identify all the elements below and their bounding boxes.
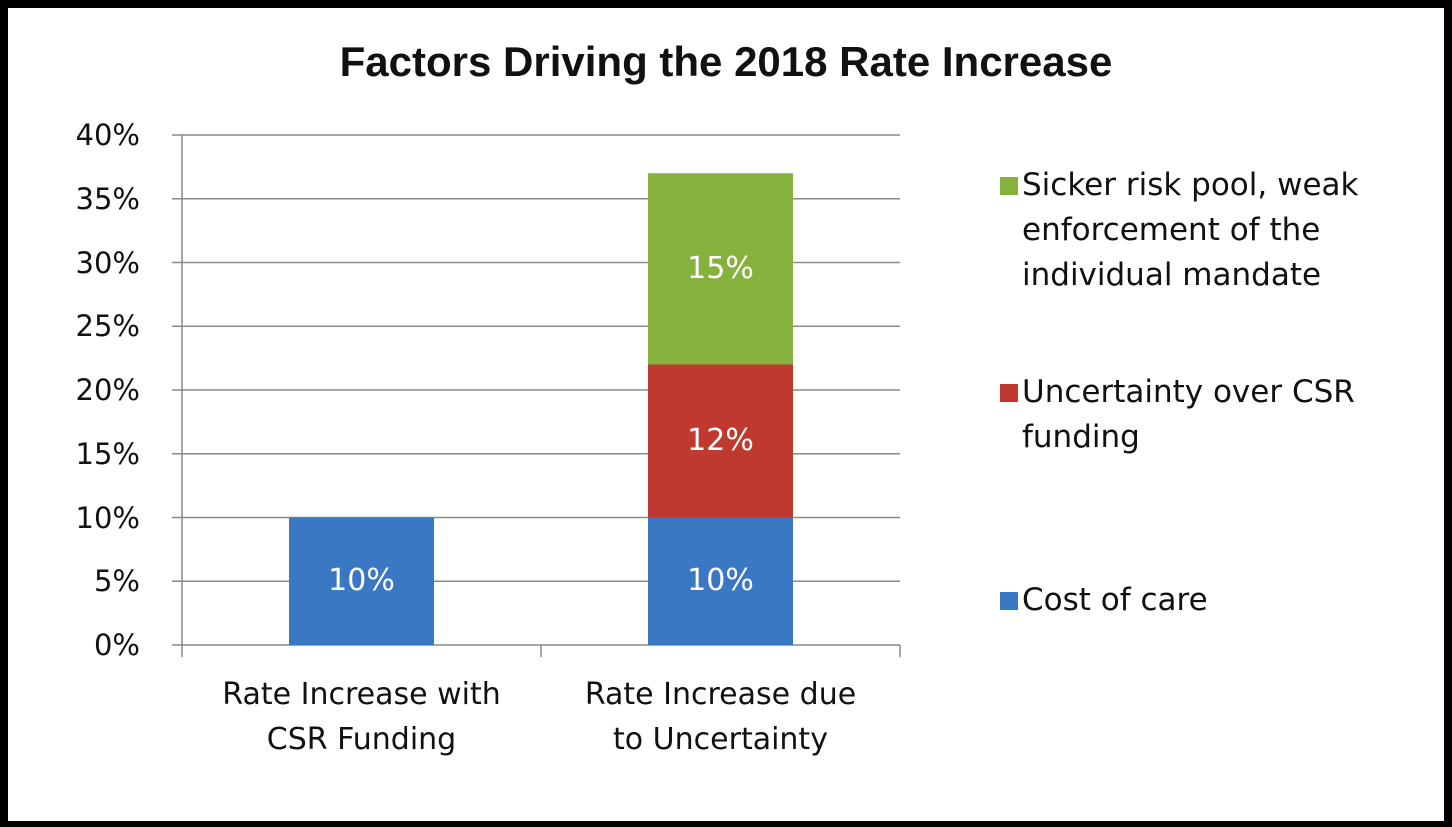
y-tick-label: 5% bbox=[93, 564, 140, 599]
data-label: 10% bbox=[687, 563, 754, 599]
legend-label: Cost of care bbox=[1022, 582, 1208, 618]
y-tick-label: 20% bbox=[75, 373, 140, 407]
data-label: 15% bbox=[687, 250, 754, 286]
y-tick-label: 30% bbox=[75, 245, 140, 280]
bar-segment bbox=[648, 364, 793, 518]
legend-swatch bbox=[1000, 177, 1018, 195]
y-tick-label: 15% bbox=[75, 436, 140, 471]
bar-segment bbox=[289, 517, 434, 645]
legend-label: Sicker risk pool, weak enforcement of th… bbox=[1022, 167, 1359, 293]
y-tick-label: 0% bbox=[93, 628, 140, 662]
legend-swatch bbox=[1000, 592, 1018, 610]
y-tick-label: 40% bbox=[75, 118, 140, 152]
data-label: 12% bbox=[687, 423, 754, 458]
legend-label: Uncertainty over CSR funding bbox=[1022, 374, 1355, 455]
bar-segment bbox=[648, 173, 793, 365]
bar-segment bbox=[648, 517, 793, 645]
y-tick-label: 25% bbox=[75, 309, 140, 344]
x-tick-label: Rate Increase due to Uncertainty bbox=[584, 677, 857, 757]
y-tick-label: 10% bbox=[75, 500, 140, 535]
legend-swatch bbox=[1000, 384, 1018, 402]
data-label: 10% bbox=[328, 563, 395, 599]
x-tick-label: Rate Increase with CSR Funding bbox=[222, 677, 501, 757]
y-tick-label: 35% bbox=[75, 181, 140, 216]
chart-title: Factors Driving the 2018 Rate Increase bbox=[339, 38, 1113, 85]
